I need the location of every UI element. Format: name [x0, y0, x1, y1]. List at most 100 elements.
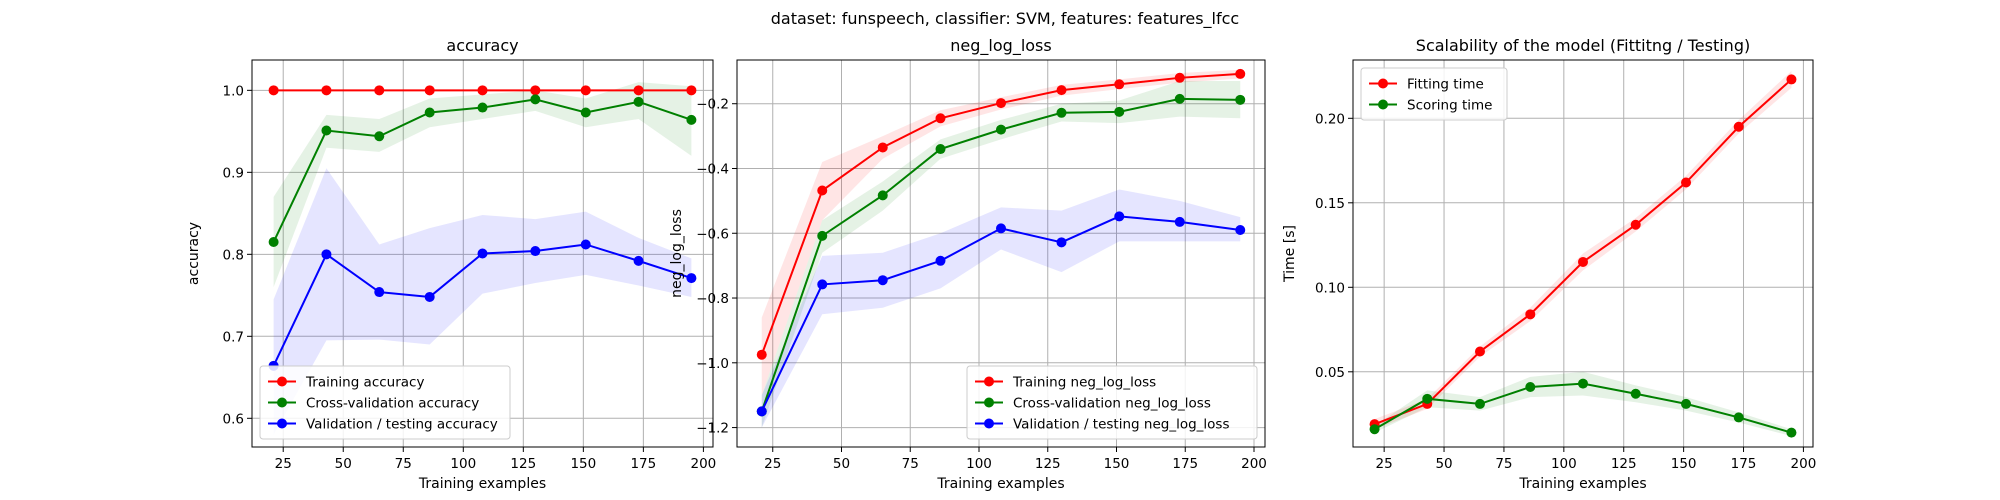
data-point	[1114, 211, 1125, 222]
data-point	[1578, 256, 1588, 267]
data-point	[633, 85, 644, 96]
x-axis-label: Training examples	[1518, 476, 1646, 492]
legend-label: Fitting time	[1407, 77, 1484, 93]
legend-marker	[1378, 78, 1388, 89]
legend-label: Validation / testing accuracy	[306, 417, 498, 433]
data-point	[374, 85, 385, 96]
x-tick-label: 75	[902, 456, 919, 472]
data-point	[477, 248, 488, 259]
y-axis-label: accuracy	[186, 222, 202, 285]
x-tick-label: 50	[833, 456, 850, 472]
data-point	[321, 125, 332, 136]
legend-label: Training accuracy	[305, 375, 424, 391]
series-line	[760, 97, 1241, 412]
y-tick-label: 0.7	[223, 329, 244, 345]
y-tick-label: 0.05	[1315, 365, 1345, 381]
data-point	[1056, 85, 1067, 96]
data-point	[996, 124, 1006, 135]
data-point	[1056, 107, 1067, 118]
data-point	[424, 85, 435, 96]
data-point	[1474, 398, 1485, 409]
data-point	[1114, 106, 1125, 117]
y-axis-label: Time [s]	[1282, 225, 1298, 283]
y-tick-label: −0.6	[696, 226, 729, 242]
figure-suptitle: dataset: funspeech, classifier: SVM, fea…	[771, 9, 1239, 29]
data-point	[580, 239, 591, 250]
data-point	[877, 142, 888, 153]
x-tick-label: 25	[275, 456, 292, 472]
data-point	[530, 85, 541, 96]
data-point	[1681, 177, 1692, 188]
data-point	[935, 255, 946, 266]
data-point	[686, 114, 697, 125]
y-tick-label: −0.8	[696, 291, 729, 307]
data-point	[996, 223, 1006, 234]
data-point	[268, 237, 279, 248]
grid-lines	[1353, 60, 1813, 447]
x-tick-label: 100	[450, 456, 476, 472]
legend-marker	[1378, 99, 1388, 110]
legend-marker	[984, 397, 994, 408]
x-tick-label: 200	[1241, 456, 1267, 472]
data-point	[756, 406, 767, 417]
x-tick-label: 125	[1611, 456, 1637, 472]
data-point	[935, 144, 946, 155]
data-point	[935, 113, 946, 124]
legend-label: Training neg_log_loss	[1012, 375, 1156, 391]
data-point	[996, 98, 1006, 109]
data-point	[374, 131, 385, 142]
data-point	[530, 94, 541, 105]
data-point	[424, 291, 435, 302]
series-1	[268, 85, 697, 96]
data-point	[374, 287, 385, 298]
data-point	[817, 185, 828, 196]
chart-title: accuracy	[446, 36, 518, 55]
data-point	[686, 273, 697, 284]
data-point	[1235, 225, 1246, 236]
data-point	[1733, 412, 1744, 423]
axes-frame	[251, 59, 714, 448]
legend-label: Cross-validation neg_log_loss	[1013, 396, 1211, 412]
chart-1: 25 50 75 100 125 150 175 200 0.6 0.7 0.8 0.9 1.0 accu…	[186, 36, 716, 492]
data-point	[1630, 388, 1641, 399]
data-point	[1114, 79, 1125, 90]
data-point	[580, 85, 591, 96]
y-tick-label: −0.2	[696, 97, 729, 113]
data-point	[321, 249, 332, 260]
data-point	[817, 230, 828, 241]
chart-panels: 25 50 75 100 125 150 175 200 0.6 0.7 0.8 0.9 1.0 accu…	[186, 36, 1816, 492]
x-tick-label: 175	[630, 456, 656, 472]
chart-3: 25 50 75 100 125 150 175 200 0.05 0.10 0.15 0.20 Sca…	[1282, 36, 1816, 492]
data-point	[1235, 68, 1246, 79]
data-point	[580, 107, 591, 118]
x-tick-label: 175	[1172, 456, 1198, 472]
data-point	[1422, 393, 1433, 404]
chart-title: Scalability of the model (Fittitng / Tes…	[1416, 36, 1750, 55]
data-point	[1681, 398, 1692, 409]
series-1	[756, 68, 1246, 360]
x-tick-label: 50	[335, 456, 352, 472]
data-point	[686, 85, 697, 96]
y-tick-label: 1.0	[223, 83, 244, 99]
x-axis-label: Training examples	[936, 476, 1064, 492]
legend-box	[1360, 67, 1508, 121]
legend-marker	[984, 418, 994, 429]
std-band-2	[761, 81, 1241, 428]
legend-label: Validation / testing neg_log_loss	[1013, 417, 1229, 433]
x-tick-label: 25	[764, 456, 781, 472]
x-tick-label: 100	[966, 456, 992, 472]
data-point	[1525, 309, 1536, 320]
data-point	[817, 279, 828, 290]
data-point	[877, 275, 888, 286]
axes-frame	[736, 59, 1266, 448]
y-tick-label: −1.0	[696, 356, 729, 372]
y-tick-label: 0.10	[1315, 280, 1345, 296]
x-axis-label: Training examples	[418, 476, 546, 492]
data-point	[321, 85, 332, 96]
data-point	[268, 85, 279, 96]
legend-label: Cross-validation accuracy	[306, 396, 479, 412]
x-tick-label: 50	[1435, 456, 1452, 472]
data-point	[530, 246, 541, 257]
data-point	[1174, 72, 1185, 83]
